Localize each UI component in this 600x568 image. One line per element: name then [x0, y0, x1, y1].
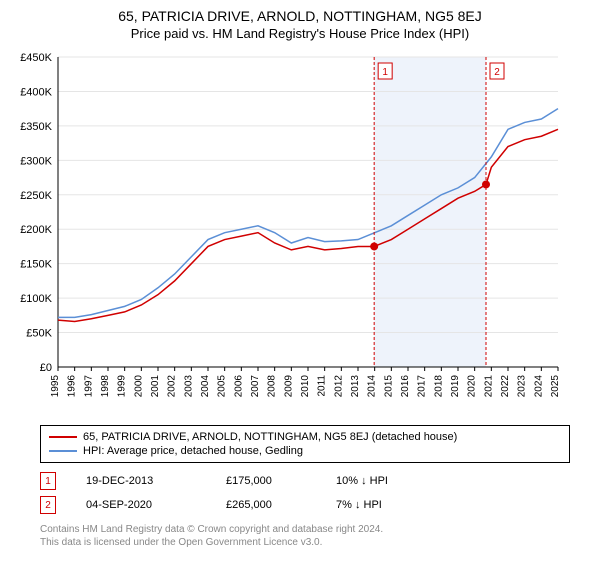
svg-text:£50K: £50K	[26, 328, 52, 340]
marker-date: 04-SEP-2020	[86, 499, 196, 511]
svg-text:2015: 2015	[383, 375, 394, 398]
svg-text:2012: 2012	[333, 375, 344, 398]
svg-text:£150K: £150K	[20, 259, 52, 271]
svg-text:1999: 1999	[117, 375, 128, 398]
legend-label: 65, PATRICIA DRIVE, ARNOLD, NOTTINGHAM, …	[83, 431, 457, 443]
svg-text:1995: 1995	[50, 375, 61, 398]
svg-text:2019: 2019	[450, 375, 461, 398]
svg-text:2016: 2016	[400, 375, 411, 398]
svg-text:£200K: £200K	[20, 224, 52, 236]
svg-text:£300K: £300K	[20, 155, 52, 167]
footer-line2: This data is licensed under the Open Gov…	[40, 536, 570, 549]
svg-text:2014: 2014	[367, 375, 378, 398]
svg-text:£100K: £100K	[20, 293, 52, 305]
svg-text:2024: 2024	[533, 375, 544, 398]
svg-text:2007: 2007	[250, 375, 261, 398]
svg-text:2006: 2006	[233, 375, 244, 398]
svg-text:2020: 2020	[467, 375, 478, 398]
footer-attribution: Contains HM Land Registry data © Crown c…	[40, 523, 570, 549]
svg-text:2001: 2001	[150, 375, 161, 398]
marker-diff: 7% ↓ HPI	[336, 499, 436, 511]
legend-label: HPI: Average price, detached house, Gedl…	[83, 445, 303, 457]
marker-date: 19-DEC-2013	[86, 475, 196, 487]
svg-text:2003: 2003	[183, 375, 194, 398]
svg-text:2002: 2002	[167, 375, 178, 398]
svg-text:2005: 2005	[217, 375, 228, 398]
marker-price: £175,000	[226, 475, 306, 487]
svg-text:£350K: £350K	[20, 121, 52, 133]
chart-container: 65, PATRICIA DRIVE, ARNOLD, NOTTINGHAM, …	[0, 8, 600, 568]
svg-text:1997: 1997	[83, 375, 94, 398]
svg-text:2: 2	[494, 67, 500, 78]
marker-price: £265,000	[226, 499, 306, 511]
legend-swatch	[49, 436, 77, 438]
chart-title: 65, PATRICIA DRIVE, ARNOLD, NOTTINGHAM, …	[0, 8, 600, 24]
svg-text:2017: 2017	[417, 375, 428, 398]
marker-row: 2 04-SEP-2020 £265,000 7% ↓ HPI	[40, 493, 570, 517]
svg-text:£450K: £450K	[20, 52, 52, 64]
marker-row: 1 19-DEC-2013 £175,000 10% ↓ HPI	[40, 469, 570, 493]
marker-table: 1 19-DEC-2013 £175,000 10% ↓ HPI 2 04-SEP-202…	[40, 469, 570, 517]
line-chart-svg: £0 £50K £100K £150K £200K £250K £300K £350K £400…	[10, 47, 570, 417]
legend-item: HPI: Average price, detached house, Gedl…	[49, 444, 561, 458]
svg-text:2011: 2011	[317, 375, 328, 397]
chart-plot-area: £0 £50K £100K £150K £200K £250K £300K £350K £400…	[10, 47, 570, 417]
svg-text:2010: 2010	[300, 375, 311, 398]
svg-text:2009: 2009	[283, 375, 294, 398]
svg-text:2004: 2004	[200, 375, 211, 398]
svg-text:1996: 1996	[67, 375, 78, 398]
svg-text:1: 1	[382, 67, 388, 78]
svg-text:2021: 2021	[483, 375, 494, 398]
chart-subtitle: Price paid vs. HM Land Registry's House …	[0, 26, 600, 41]
svg-text:2018: 2018	[433, 375, 444, 398]
svg-text:2013: 2013	[350, 375, 361, 398]
marker-diff: 10% ↓ HPI	[336, 475, 436, 487]
svg-text:2022: 2022	[500, 375, 511, 398]
svg-text:2025: 2025	[550, 375, 561, 398]
marker-badge: 2	[40, 496, 56, 514]
svg-text:2008: 2008	[267, 375, 278, 398]
legend-item: 65, PATRICIA DRIVE, ARNOLD, NOTTINGHAM, …	[49, 430, 561, 444]
svg-text:1998: 1998	[100, 375, 111, 398]
marker-badge: 1	[40, 472, 56, 490]
svg-text:£250K: £250K	[20, 190, 52, 202]
svg-text:£0: £0	[40, 362, 52, 374]
svg-text:2000: 2000	[133, 375, 144, 398]
legend-swatch	[49, 450, 77, 452]
footer-line1: Contains HM Land Registry data © Crown c…	[40, 523, 570, 536]
svg-text:2023: 2023	[517, 375, 528, 398]
svg-text:£400K: £400K	[20, 86, 52, 98]
legend: 65, PATRICIA DRIVE, ARNOLD, NOTTINGHAM, …	[40, 425, 570, 463]
